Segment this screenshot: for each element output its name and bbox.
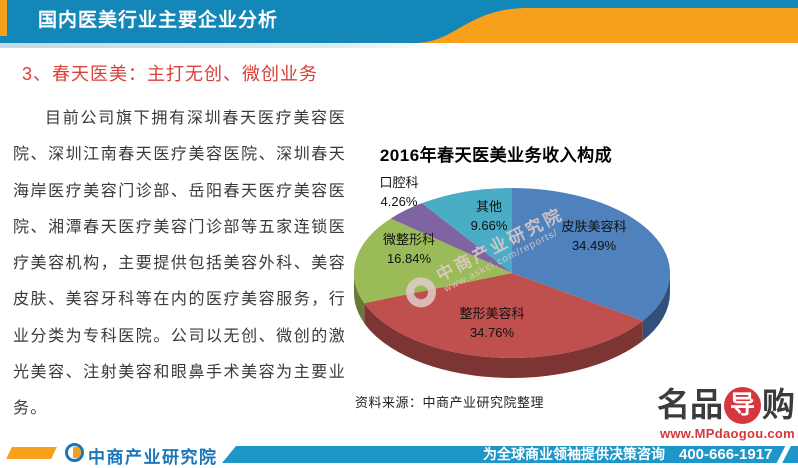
brand-dot-icon: [73, 447, 81, 458]
pie-slice: [354, 218, 512, 304]
header-wave-shape: [415, 8, 798, 43]
footer-slash-decoration: [775, 446, 792, 463]
promo-logo: 名品 导 购 www.MPdaogou.com: [645, 386, 795, 441]
pie-slice-side: [354, 273, 365, 324]
slice-label: 整形美容科 34.76%: [459, 304, 524, 342]
promo-logo-left: 名品: [657, 386, 723, 423]
slice-label-pct: 9.66%: [470, 218, 508, 233]
slice-label-name: 微整形科: [382, 232, 436, 247]
pie-slice: [512, 188, 670, 321]
chart-title: 2016年春天医美业务收入构成: [379, 146, 613, 165]
pie-3d: [354, 188, 670, 378]
pie-slice: [421, 188, 512, 273]
slice-label: 微整形科 16.84%: [383, 230, 435, 268]
page-title: 国内医美行业主要企业分析: [38, 10, 279, 31]
slice-label: 皮肤美容科 34.49%: [561, 217, 626, 255]
body-paragraph: 目前公司旗下拥有深圳春天医疗美容医院、深圳江南春天医疗美容医院、深圳春天海岸医疗…: [13, 110, 346, 418]
footer-phone: 400-666-1917: [679, 446, 773, 463]
promo-url: www.MPdaogou.com: [659, 426, 795, 441]
slice-label-name: 口腔科: [379, 175, 419, 190]
header-orange-strip: [0, 0, 7, 36]
promo-logo-right: 购: [762, 386, 795, 423]
footer-bar-text: 为全球商业领袖提供决策咨询 400-666-1917: [483, 446, 772, 463]
brand-logo-icon: [65, 443, 84, 462]
pie-slice: [364, 273, 643, 358]
slice-label-pct: 34.49%: [571, 238, 617, 253]
promo-logo-text: 名品 导 购: [645, 386, 795, 424]
pie-slice: [390, 203, 512, 273]
header-shadow-strip: [0, 43, 440, 48]
slice-label-name: 其他: [475, 199, 502, 214]
pie-slice-side: [364, 303, 643, 378]
pie-slice-side: [642, 273, 670, 341]
slice-label-name: 整形美容科: [459, 306, 525, 321]
footer-brand-name: 中商产业研究院: [88, 448, 218, 467]
section-heading: 3、春天医美：主打无创、微创业务: [22, 64, 319, 84]
header-bar: 国内医美行业主要企业分析: [0, 0, 798, 43]
slice-label: 其他 9.66%: [471, 197, 508, 235]
slice-label: 口腔科 4.26%: [379, 173, 418, 211]
promo-logo-circle-icon: 导: [724, 386, 761, 424]
chart-source: 资料来源：中商产业研究院整理: [355, 395, 545, 410]
slice-label-pct: 34.76%: [469, 325, 515, 340]
footer-tagline: 为全球商业领袖提供决策咨询: [483, 446, 665, 462]
brand-ring-icon: [65, 443, 84, 462]
slice-label-pct: 4.26%: [380, 194, 418, 209]
slice-label-name: 皮肤美容科: [561, 219, 627, 234]
footer-bar: 为全球商业领袖提供决策咨询 400-666-1917: [222, 446, 798, 463]
slice-label-pct: 16.84%: [386, 251, 432, 266]
footer-accent-parallelogram: [6, 447, 57, 459]
